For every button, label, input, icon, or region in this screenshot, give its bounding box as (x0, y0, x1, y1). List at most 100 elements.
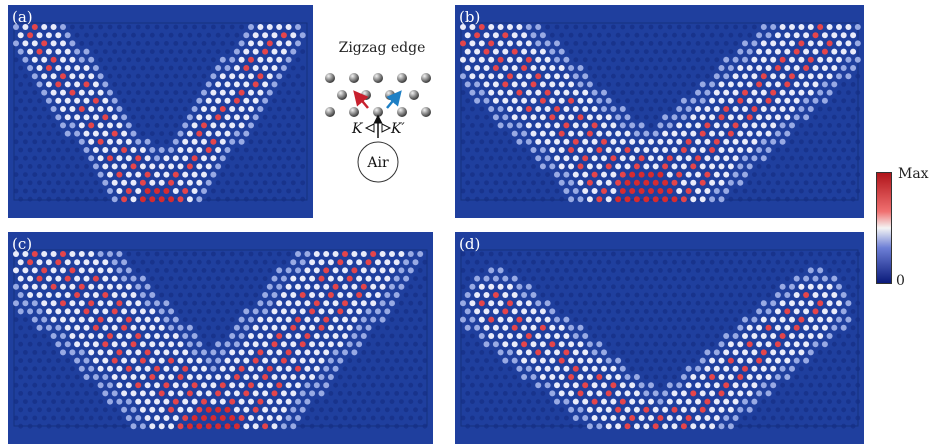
lattice-hole (46, 423, 52, 429)
lattice-hole (117, 90, 122, 95)
lattice-hole (606, 259, 612, 265)
lattice-hole (238, 122, 245, 129)
lattice-hole (266, 415, 273, 421)
lattice-hole (257, 333, 264, 339)
lattice-hole (78, 365, 85, 372)
lattice-hole (681, 276, 687, 281)
lattice-hole (17, 259, 24, 266)
lattice-hole (746, 97, 753, 104)
lattice-hole (248, 155, 254, 161)
lattice-hole (65, 180, 71, 186)
lattice-hole (648, 382, 654, 389)
lattice-hole (374, 275, 381, 282)
lattice-hole (784, 391, 790, 396)
lattice-hole (662, 358, 668, 363)
lattice-hole (653, 276, 659, 281)
lattice-hole (803, 196, 809, 202)
lattice-hole (723, 122, 730, 129)
lattice-hole (723, 398, 730, 405)
lattice-hole (70, 155, 75, 161)
lattice-hole (332, 283, 339, 290)
lattice-hole (144, 171, 151, 178)
lattice-hole (765, 308, 772, 315)
lattice-hole (201, 122, 207, 129)
lattice-hole (27, 292, 34, 298)
lattice-hole (41, 40, 48, 47)
lattice-hole (304, 316, 311, 323)
lattice-hole (751, 316, 758, 323)
lattice-hole (88, 56, 95, 63)
lattice-hole (186, 179, 193, 186)
lattice-hole (135, 251, 141, 257)
lattice-hole (756, 48, 763, 55)
lattice-hole (671, 423, 678, 430)
lattice-hole (765, 97, 772, 104)
lattice-hole (262, 259, 268, 265)
lattice-hole (130, 275, 137, 282)
lattice-hole (117, 41, 122, 46)
lattice-hole (723, 300, 729, 306)
lattice-hole (798, 40, 805, 47)
lattice-hole (464, 48, 471, 55)
lattice-hole (234, 164, 240, 169)
lattice-hole (667, 24, 673, 30)
lattice-hole (375, 374, 381, 380)
lattice-hole (658, 106, 663, 112)
lattice-hole (807, 56, 814, 63)
lattice-hole (492, 65, 499, 71)
lattice-hole (770, 73, 777, 80)
lattice-hole (252, 65, 259, 71)
lattice-hole (728, 32, 734, 38)
lattice-hole (525, 283, 532, 290)
lattice-hole (154, 155, 160, 162)
lattice-hole (191, 398, 198, 405)
lattice-hole (474, 275, 481, 282)
lattice-hole (313, 283, 320, 290)
lattice-hole (690, 114, 697, 121)
lattice-hole (253, 196, 259, 202)
lattice-hole (699, 114, 706, 121)
lattice-hole (347, 374, 353, 380)
lattice-hole (761, 284, 767, 290)
lattice-hole (582, 284, 588, 290)
lattice-hole (159, 49, 165, 54)
lattice-hole (619, 122, 626, 129)
lattice-hole (836, 283, 842, 290)
lattice-hole (549, 292, 555, 298)
lattice-hole (596, 325, 602, 331)
lattice-hole (572, 171, 579, 178)
lattice-hole (709, 325, 715, 331)
lattice-hole (484, 374, 489, 380)
lattice-hole (502, 292, 509, 298)
lattice-hole (272, 114, 277, 120)
lattice-hole (403, 259, 410, 266)
lattice-hole (483, 81, 490, 88)
lattice-hole (286, 73, 291, 79)
lattice-hole (281, 147, 287, 153)
lattice-hole (727, 114, 734, 121)
lattice-hole (158, 374, 165, 380)
lattice-hole (756, 276, 762, 281)
lattice-hole (568, 292, 574, 298)
lattice-hole (186, 196, 193, 203)
lattice-hole (32, 90, 38, 95)
lattice-hole (238, 365, 245, 372)
lattice-hole (817, 333, 824, 339)
lattice-hole (215, 259, 221, 265)
lattice-hole (347, 423, 353, 429)
lattice-hole (290, 164, 296, 169)
lattice-hole (827, 172, 832, 178)
lattice-hole (191, 415, 198, 421)
lattice-hole (177, 130, 184, 137)
lattice-hole (149, 98, 155, 104)
lattice-hole (747, 196, 753, 202)
lattice-hole (412, 259, 419, 266)
lattice-hole (70, 172, 75, 178)
lattice-hole (27, 325, 33, 331)
lattice-hole (45, 324, 52, 331)
lattice-hole (671, 390, 678, 397)
lattice-hole (817, 382, 823, 388)
lattice-hole (568, 130, 575, 137)
lattice-hole (271, 65, 278, 71)
lattice-hole (79, 188, 85, 194)
